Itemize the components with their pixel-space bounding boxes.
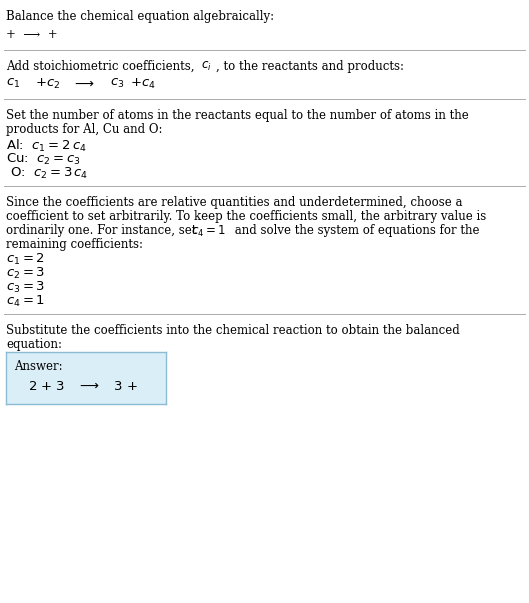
Text: $c_2 = 3$: $c_2 = 3$	[6, 266, 45, 281]
Text: , to the reactants and products:: , to the reactants and products:	[216, 60, 404, 73]
Text: Add stoichiometric coefficients,: Add stoichiometric coefficients,	[6, 60, 198, 73]
Text: $+c_4$: $+c_4$	[130, 77, 156, 91]
Text: $c_1$: $c_1$	[6, 77, 20, 90]
Text: $+c_2$: $+c_2$	[35, 77, 60, 91]
Text: coefficient to set arbitrarily. To keep the coefficients small, the arbitrary va: coefficient to set arbitrarily. To keep …	[6, 210, 486, 223]
Text: ordinarily one. For instance, set: ordinarily one. For instance, set	[6, 224, 200, 237]
Text: and solve the system of equations for the: and solve the system of equations for th…	[231, 224, 479, 237]
Text: Since the coefficients are relative quantities and underdetermined, choose a: Since the coefficients are relative quan…	[6, 196, 462, 209]
Text: +  ⟶  +: + ⟶ +	[6, 28, 58, 41]
Text: products for Al, Cu and O:: products for Al, Cu and O:	[6, 123, 162, 136]
Text: $c_3$: $c_3$	[110, 77, 124, 90]
Text: $c_3 = 3$: $c_3 = 3$	[6, 280, 45, 295]
Text: O:  $c_2 = 3\,c_4$: O: $c_2 = 3\,c_4$	[10, 166, 88, 181]
Text: Answer:: Answer:	[14, 360, 62, 373]
Text: $c_4 = 1$: $c_4 = 1$	[191, 224, 226, 239]
Text: $c_1 = 2$: $c_1 = 2$	[6, 252, 45, 267]
Text: Cu:  $c_2 = c_3$: Cu: $c_2 = c_3$	[6, 152, 81, 167]
Text: $\longrightarrow$: $\longrightarrow$	[72, 77, 95, 90]
Text: $c_4 = 1$: $c_4 = 1$	[6, 294, 45, 309]
Text: $c_i$: $c_i$	[201, 60, 212, 73]
Text: equation:: equation:	[6, 338, 62, 351]
Text: Balance the chemical equation algebraically:: Balance the chemical equation algebraica…	[6, 10, 274, 23]
Text: 2 + 3   $\longrightarrow$   3 +: 2 + 3 $\longrightarrow$ 3 +	[28, 380, 138, 393]
Text: Substitute the coefficients into the chemical reaction to obtain the balanced: Substitute the coefficients into the che…	[6, 324, 460, 337]
Text: Al:  $c_1 = 2\,c_4$: Al: $c_1 = 2\,c_4$	[6, 138, 87, 154]
Text: Set the number of atoms in the reactants equal to the number of atoms in the: Set the number of atoms in the reactants…	[6, 109, 469, 122]
Text: remaining coefficients:: remaining coefficients:	[6, 238, 143, 251]
